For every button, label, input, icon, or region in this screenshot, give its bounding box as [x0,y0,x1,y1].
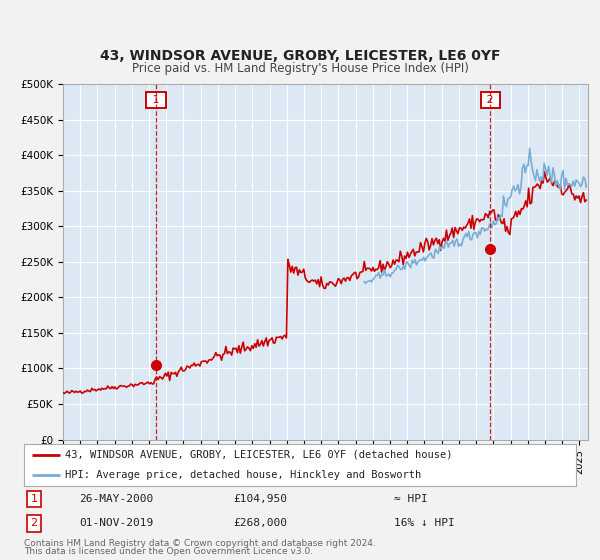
Text: Contains HM Land Registry data © Crown copyright and database right 2024.: Contains HM Land Registry data © Crown c… [24,539,376,548]
Text: Price paid vs. HM Land Registry's House Price Index (HPI): Price paid vs. HM Land Registry's House … [131,62,469,75]
Text: 1: 1 [31,494,37,504]
Text: 2: 2 [484,95,497,105]
Text: This data is licensed under the Open Government Licence v3.0.: This data is licensed under the Open Gov… [24,547,313,556]
Text: £268,000: £268,000 [234,518,288,528]
Text: ≈ HPI: ≈ HPI [394,494,428,504]
Text: £104,950: £104,950 [234,494,288,504]
Text: 01-NOV-2019: 01-NOV-2019 [79,518,154,528]
Text: 43, WINDSOR AVENUE, GROBY, LEICESTER, LE6 0YF: 43, WINDSOR AVENUE, GROBY, LEICESTER, LE… [100,49,500,63]
Text: 26-MAY-2000: 26-MAY-2000 [79,494,154,504]
Text: 16% ↓ HPI: 16% ↓ HPI [394,518,455,528]
Text: 1: 1 [149,95,163,105]
Text: 2: 2 [31,518,37,528]
Text: 43, WINDSOR AVENUE, GROBY, LEICESTER, LE6 0YF (detached house): 43, WINDSOR AVENUE, GROBY, LEICESTER, LE… [65,450,453,460]
Text: HPI: Average price, detached house, Hinckley and Bosworth: HPI: Average price, detached house, Hinc… [65,470,422,480]
